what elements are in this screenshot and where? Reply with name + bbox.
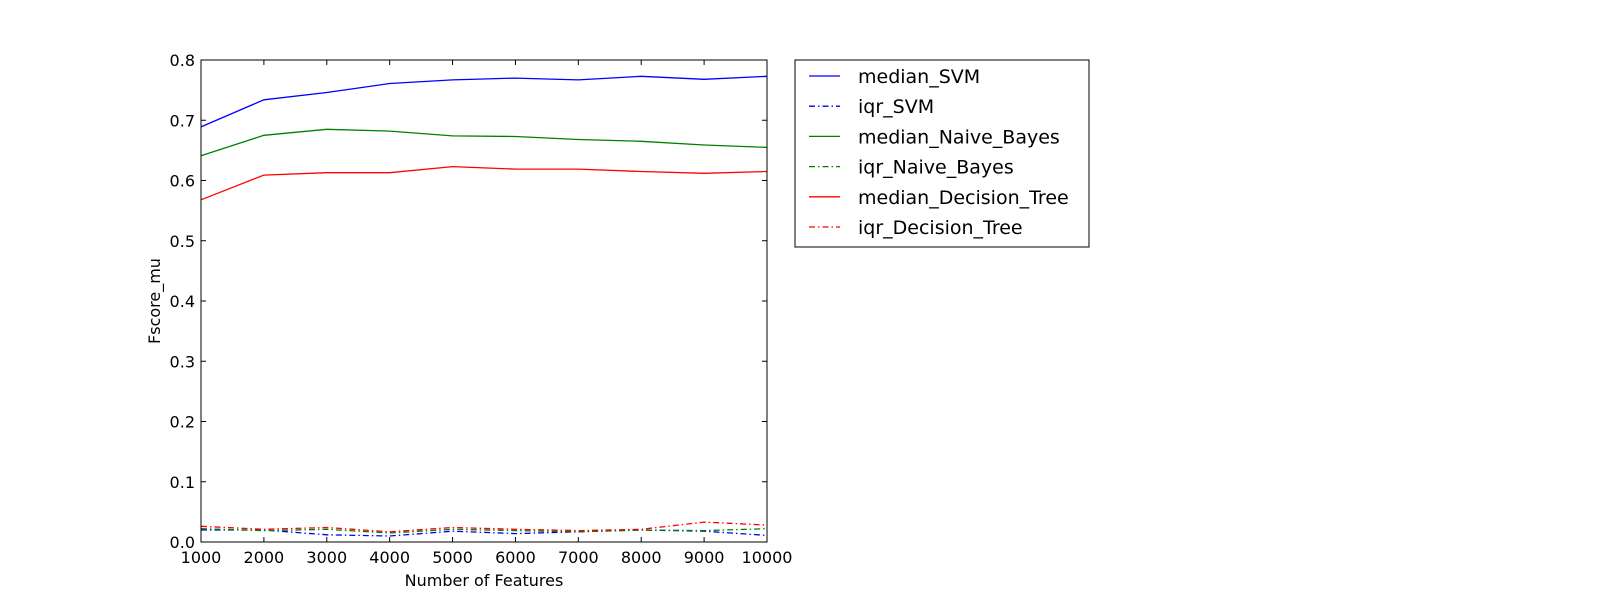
x-tick-label: 1000 [181,548,222,567]
y-tick-label: 0.7 [170,111,195,130]
x-tick-label: 6000 [495,548,536,567]
plot-frame [200,59,768,543]
x-tick-label: 4000 [369,548,410,567]
y-tick-label: 0.8 [170,51,195,70]
y-tick-label: 0.3 [170,352,195,371]
y-axis: 0.0 0.1 0.2 0.3 0.4 0.5 0.6 0.7 0.8 [170,51,767,552]
y-tick-label: 0.2 [170,413,195,432]
legend-label: median_Decision_Tree [858,187,1069,209]
legend-box [794,59,1090,248]
y-axis-label: Fscore_mu [145,258,165,344]
series-line-iqr-svm [201,529,768,537]
legend-label: median_Naive_Bayes [858,126,1060,148]
y-tick-label: 0.6 [170,172,195,191]
y-tick-label: 0.0 [170,533,195,552]
series-line-median-svm [200,75,768,128]
x-axis-label: Number of Features [405,571,564,590]
y-tick-label: 0.1 [170,473,195,492]
series-line-median-naive-bayes [200,128,768,157]
plot-area [200,59,768,543]
x-tick-label: 2000 [244,548,285,567]
x-tick-label: 9000 [684,548,725,567]
legend-label: iqr_Decision_Tree [858,217,1023,239]
legend-label: median_SVM [858,66,980,88]
x-tick-label: 3000 [306,548,347,567]
x-tick-label: 7000 [558,548,599,567]
series-line-median-decision-tree [200,165,768,201]
x-tick-label: 5000 [432,548,473,567]
y-tick-label: 0.4 [170,292,195,311]
legend: median_SVM iqr_SVM median_Naive_Bayes iqr_N… [794,59,1090,248]
x-axis: 1000 2000 3000 4000 5000 6000 7000 8000 9000 1000… [181,60,793,567]
x-tick-label: 10000 [742,548,793,567]
y-tick-label: 0.5 [170,232,195,251]
legend-label: iqr_SVM [858,96,934,118]
legend-label: iqr_Naive_Bayes [858,157,1014,179]
x-tick-label: 8000 [621,548,662,567]
